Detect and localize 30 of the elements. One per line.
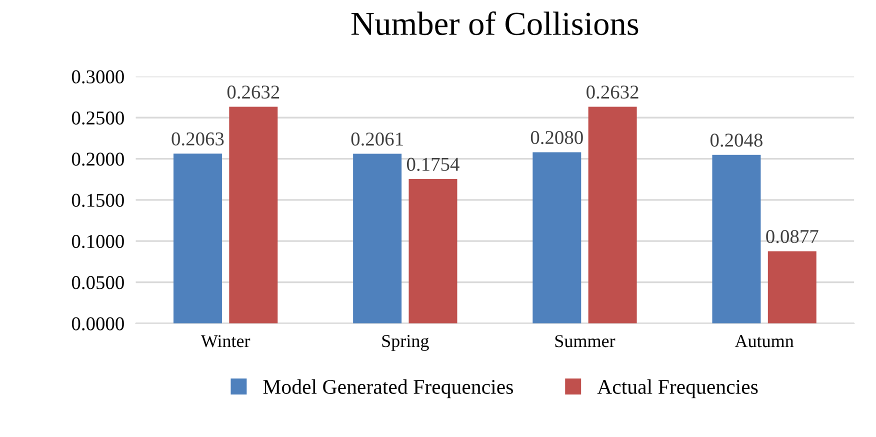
data-label: 0.1754 — [406, 158, 460, 171]
legend-label: Actual Frequencies — [597, 379, 758, 398]
bar — [229, 106, 278, 324]
x-tick-label: Winter — [200, 335, 250, 348]
data-label: 0.0877 — [766, 230, 818, 244]
data-label: 0.2632 — [586, 86, 638, 99]
y-tick-label: 0.1500 — [72, 194, 124, 207]
bar — [532, 152, 582, 324]
y-tick-label: 0.3000 — [72, 70, 124, 84]
y-tick-label: 0.0500 — [72, 276, 124, 290]
x-tick-label: Autumn — [734, 335, 794, 348]
bar — [588, 106, 637, 324]
y-tick-label: 0.1000 — [72, 234, 124, 248]
x-tick-label: Summer — [555, 335, 616, 348]
data-label: 0.2632 — [227, 86, 280, 99]
x-tick-label: Spring — [382, 335, 429, 351]
data-label: 0.2061 — [351, 132, 403, 146]
bar — [768, 251, 816, 324]
data-label: 0.2080 — [530, 130, 583, 144]
legend-label: Model Generated Frequencies — [263, 379, 513, 398]
bar — [712, 154, 761, 324]
y-tick-label: 0.0000 — [72, 317, 124, 330]
data-label: 0.2063 — [172, 132, 224, 146]
chart-title: Number of Collisions — [351, 11, 638, 36]
data-label: 0.2048 — [710, 134, 762, 147]
bar — [353, 154, 402, 324]
y-tick-label: 0.2500 — [72, 111, 124, 125]
y-tick-label: 0.2000 — [72, 152, 124, 166]
bar — [173, 154, 222, 324]
bar — [408, 179, 458, 324]
